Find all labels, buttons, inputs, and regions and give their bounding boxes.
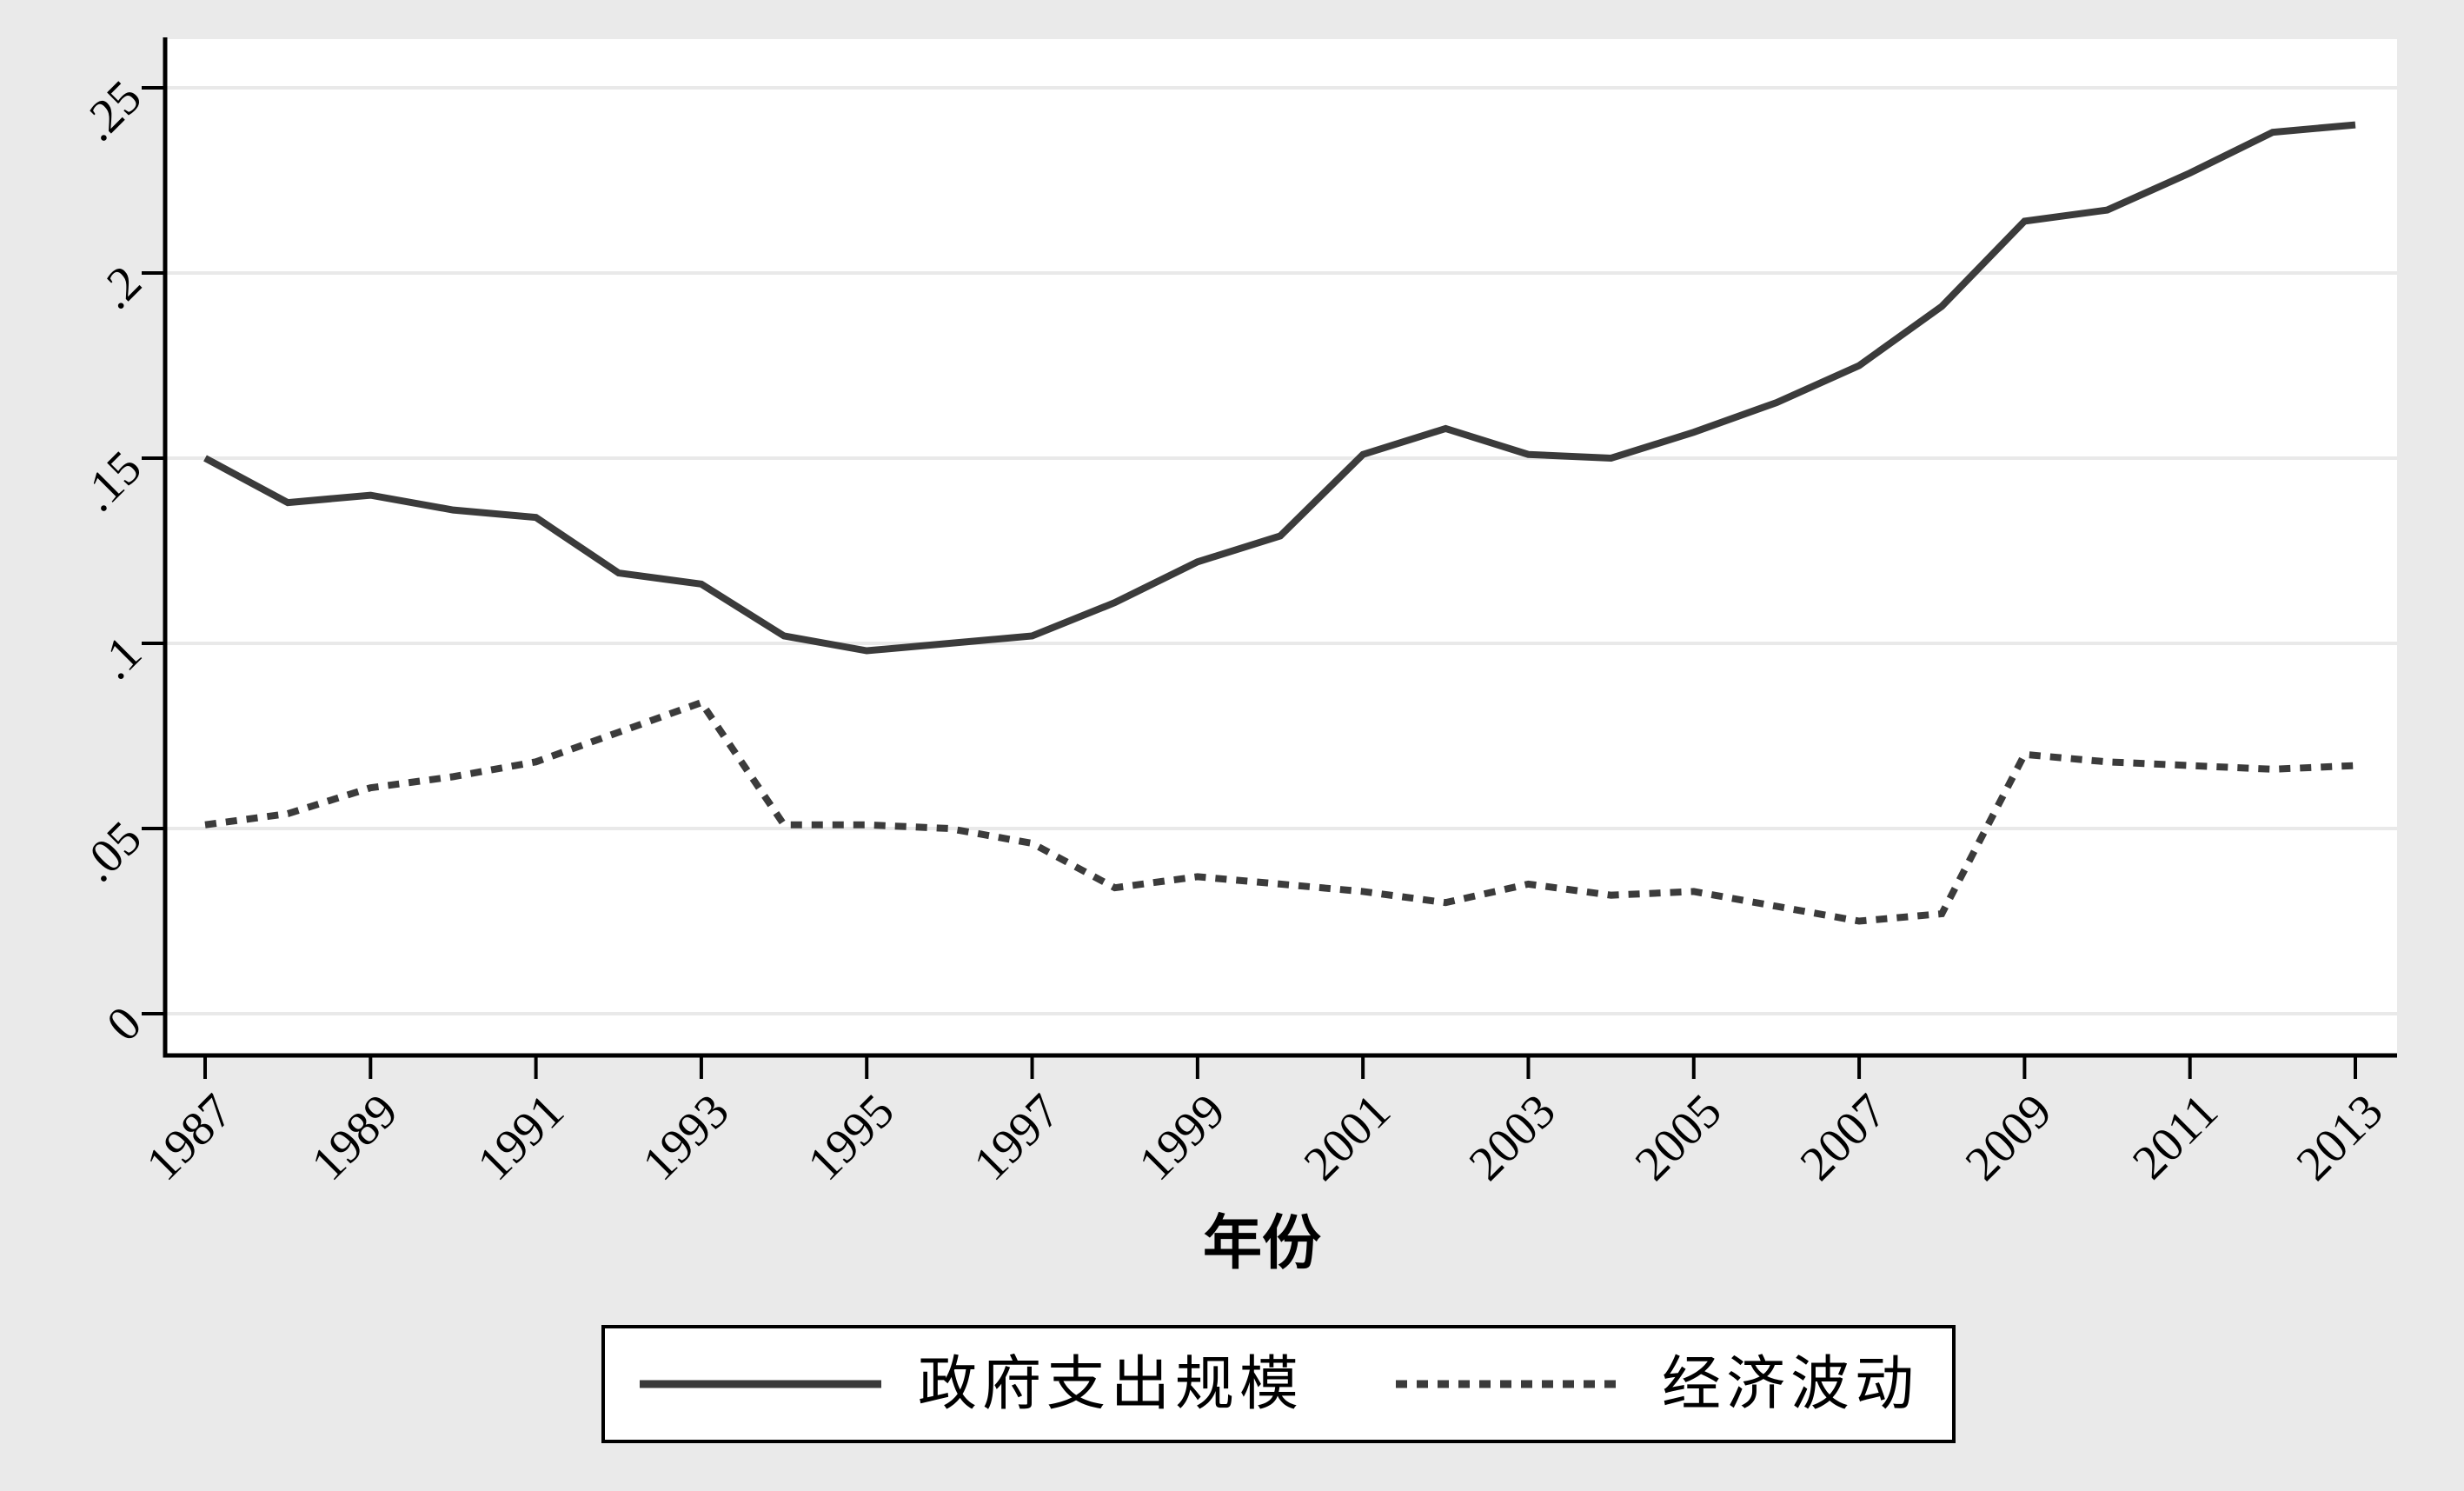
legend-item-dotted: 经济波动	[1394, 1355, 1919, 1414]
dotted-line-sample-icon	[1396, 1380, 1625, 1388]
series-line-solid	[203, 121, 2356, 655]
series-line-dotted	[204, 698, 2356, 925]
solid-line-sample-icon	[639, 1380, 881, 1388]
x-axis-title: 年份	[1202, 1210, 1322, 1276]
legend: 政府支出规模 经济波动	[601, 1325, 1956, 1443]
legend-label-dotted: 经济波动	[1662, 1351, 1920, 1417]
legend-label-solid: 政府支出规模	[917, 1351, 1304, 1417]
legend-item-solid: 政府支出规模	[638, 1355, 1304, 1414]
plot-background	[165, 39, 2397, 1055]
